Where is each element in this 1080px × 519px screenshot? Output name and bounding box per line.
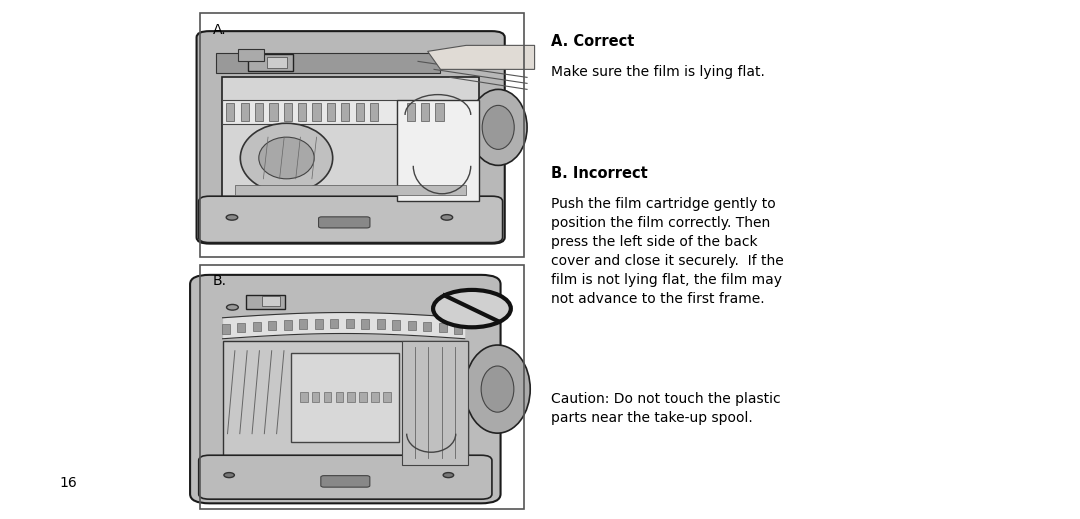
Text: Push the film cartridge gently to
position the film correctly. Then
press the le: Push the film cartridge gently to positi…: [551, 197, 784, 306]
Bar: [402, 341, 468, 465]
Bar: [222, 341, 468, 465]
Circle shape: [226, 215, 238, 220]
Bar: [421, 103, 430, 121]
Bar: [341, 103, 349, 121]
Bar: [408, 321, 416, 331]
Bar: [216, 53, 441, 73]
Ellipse shape: [259, 137, 314, 179]
Bar: [423, 322, 431, 332]
Bar: [200, 13, 524, 257]
Bar: [253, 322, 260, 332]
Polygon shape: [428, 45, 535, 70]
Bar: [312, 391, 320, 402]
Bar: [346, 319, 354, 329]
Circle shape: [227, 305, 239, 310]
Bar: [383, 391, 391, 402]
Bar: [248, 54, 293, 72]
Bar: [200, 265, 524, 509]
Bar: [377, 320, 384, 329]
Bar: [226, 103, 234, 121]
Bar: [284, 320, 292, 330]
Ellipse shape: [482, 105, 514, 149]
Bar: [269, 321, 276, 331]
Bar: [222, 100, 396, 125]
Bar: [392, 320, 401, 330]
FancyBboxPatch shape: [321, 475, 369, 487]
Text: A. Correct: A. Correct: [551, 34, 634, 49]
Bar: [235, 185, 467, 195]
Bar: [435, 103, 444, 121]
Bar: [312, 103, 321, 121]
Bar: [299, 320, 307, 329]
Bar: [300, 391, 308, 402]
Bar: [372, 391, 379, 402]
Bar: [222, 77, 478, 201]
Bar: [315, 319, 323, 329]
Text: Make sure the film is lying flat.: Make sure the film is lying flat.: [551, 65, 765, 79]
Bar: [362, 319, 369, 329]
Circle shape: [224, 473, 234, 477]
Bar: [407, 103, 416, 121]
Bar: [438, 323, 447, 333]
Text: 16: 16: [59, 476, 77, 490]
Bar: [200, 13, 524, 257]
Bar: [396, 100, 478, 201]
Bar: [241, 103, 248, 121]
FancyBboxPatch shape: [199, 196, 502, 242]
FancyBboxPatch shape: [197, 31, 504, 243]
Bar: [324, 391, 332, 402]
Bar: [245, 295, 285, 309]
Bar: [336, 391, 343, 402]
Text: Caution: Do not touch the plastic
parts near the take-up spool.: Caution: Do not touch the plastic parts …: [551, 392, 781, 425]
FancyBboxPatch shape: [199, 455, 491, 499]
Bar: [298, 103, 307, 121]
Bar: [330, 319, 338, 329]
Circle shape: [433, 290, 511, 327]
Ellipse shape: [241, 123, 333, 193]
Circle shape: [443, 473, 454, 477]
Bar: [261, 296, 280, 306]
Bar: [284, 103, 292, 121]
Bar: [369, 103, 378, 121]
Bar: [327, 103, 335, 121]
Bar: [360, 391, 367, 402]
Bar: [267, 58, 286, 69]
Ellipse shape: [464, 345, 530, 433]
Text: B. Incorrect: B. Incorrect: [551, 166, 648, 181]
Ellipse shape: [470, 89, 527, 166]
Text: B.: B.: [213, 275, 227, 289]
Bar: [200, 265, 524, 509]
FancyBboxPatch shape: [319, 217, 370, 228]
Bar: [348, 391, 355, 402]
Bar: [222, 324, 230, 334]
Text: A.: A.: [213, 23, 227, 37]
Bar: [292, 353, 400, 442]
Bar: [355, 103, 364, 121]
Bar: [269, 103, 278, 121]
Bar: [238, 323, 245, 333]
Bar: [455, 324, 462, 334]
Circle shape: [441, 215, 453, 220]
Ellipse shape: [481, 366, 514, 412]
FancyBboxPatch shape: [190, 275, 500, 503]
Bar: [239, 49, 264, 61]
Bar: [255, 103, 264, 121]
